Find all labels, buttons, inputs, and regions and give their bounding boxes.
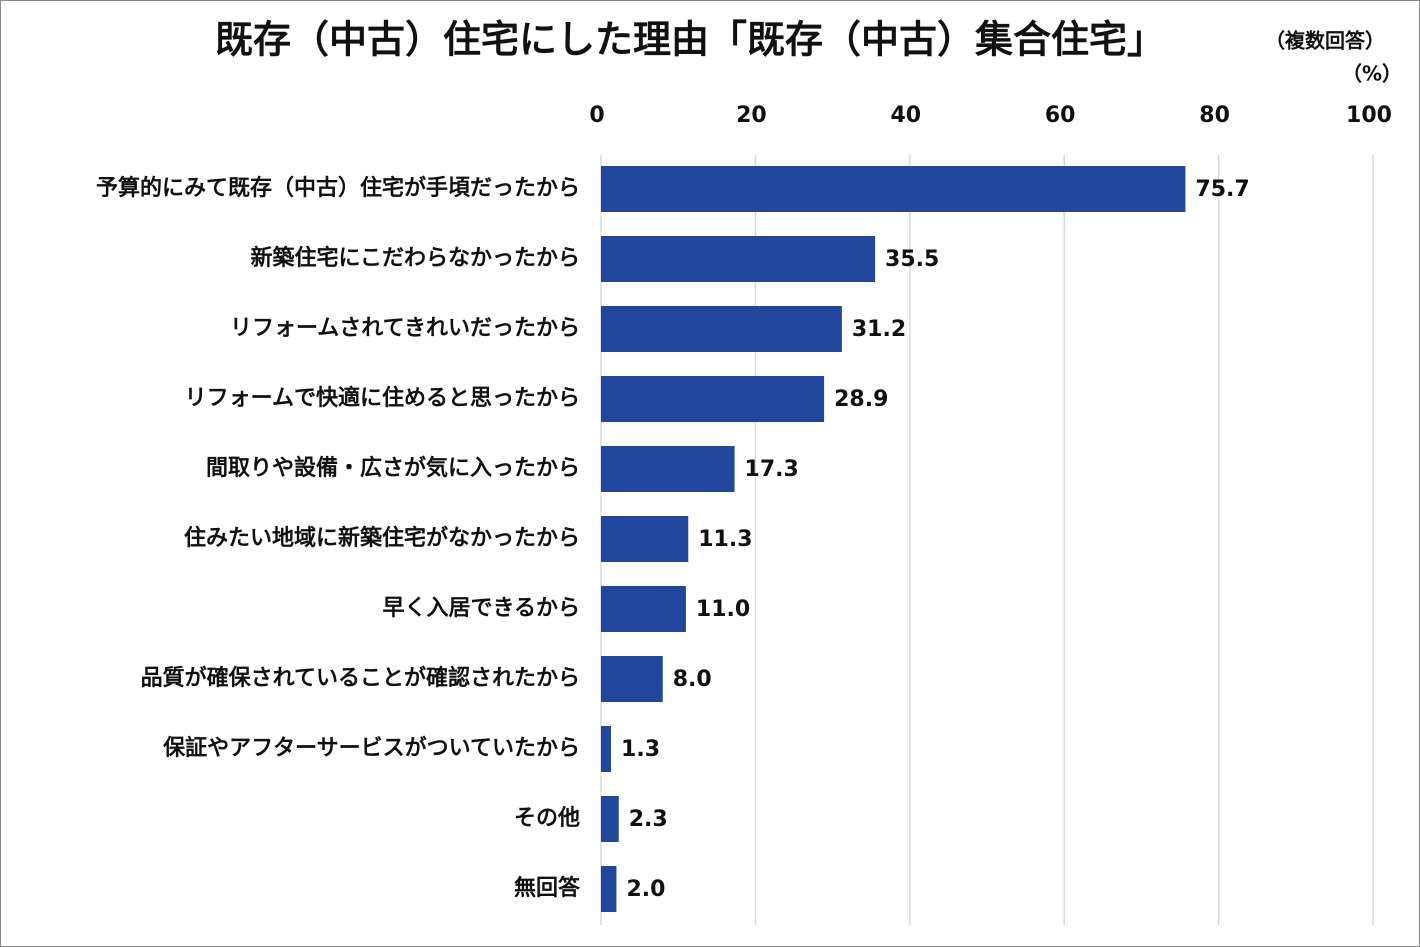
x-tick-label: 20 <box>736 103 767 128</box>
value-label: 8.0 <box>673 667 712 692</box>
value-label: 1.3 <box>621 737 660 762</box>
value-label: 28.9 <box>834 387 888 412</box>
value-label: 17.3 <box>745 457 799 482</box>
category-label: 早く入居できるから <box>382 596 580 621</box>
category-label: リフォームで快適に住めると思ったから <box>185 385 580 411</box>
x-tick-label: 80 <box>1199 103 1230 128</box>
value-label: 11.0 <box>696 597 750 622</box>
bar <box>601 586 686 632</box>
category-label: その他 <box>514 806 580 831</box>
bar <box>601 516 689 562</box>
value-label: 2.0 <box>626 877 665 902</box>
category-label: 間取りや設備・広さが気に入ったから <box>206 455 580 481</box>
unit-label: （%） <box>1342 62 1402 86</box>
x-tick-label: 40 <box>890 103 921 128</box>
x-tick-label: 60 <box>1045 103 1076 128</box>
bar <box>601 656 663 702</box>
chart-title: 既存（中古）住宅にした理由「既存（中古）集合住宅」 <box>215 18 1165 62</box>
value-label: 35.5 <box>885 247 939 272</box>
category-label: 新築住宅にこだわらなかったから <box>250 245 580 271</box>
value-label: 31.2 <box>852 317 906 342</box>
bar <box>601 306 842 352</box>
x-tick-label: 100 <box>1346 103 1392 128</box>
bar <box>601 376 825 422</box>
category-label: 保証やアフターサービスがついていたから <box>162 735 580 761</box>
value-label: 2.3 <box>629 807 668 832</box>
category-label: 品質が確保されていることが確認されたから <box>141 665 580 691</box>
category-label: 無回答 <box>514 875 581 901</box>
value-label: 11.3 <box>698 527 752 552</box>
category-label: 予算的にみて既存（中古）住宅が手頃だったから <box>96 175 580 201</box>
bar <box>601 796 619 842</box>
bar <box>601 446 735 492</box>
x-tick-label: 0 <box>589 103 604 128</box>
category-label: 住みたい地域に新築住宅がなかったから <box>184 525 580 551</box>
bar <box>601 866 617 912</box>
bar <box>601 166 1186 212</box>
value-label: 75.7 <box>1195 177 1249 202</box>
chart-subtitle: （複数回答） <box>1265 29 1385 53</box>
bar <box>601 726 612 772</box>
bar <box>601 236 876 282</box>
category-label: リフォームされてきれいだったから <box>230 316 580 341</box>
